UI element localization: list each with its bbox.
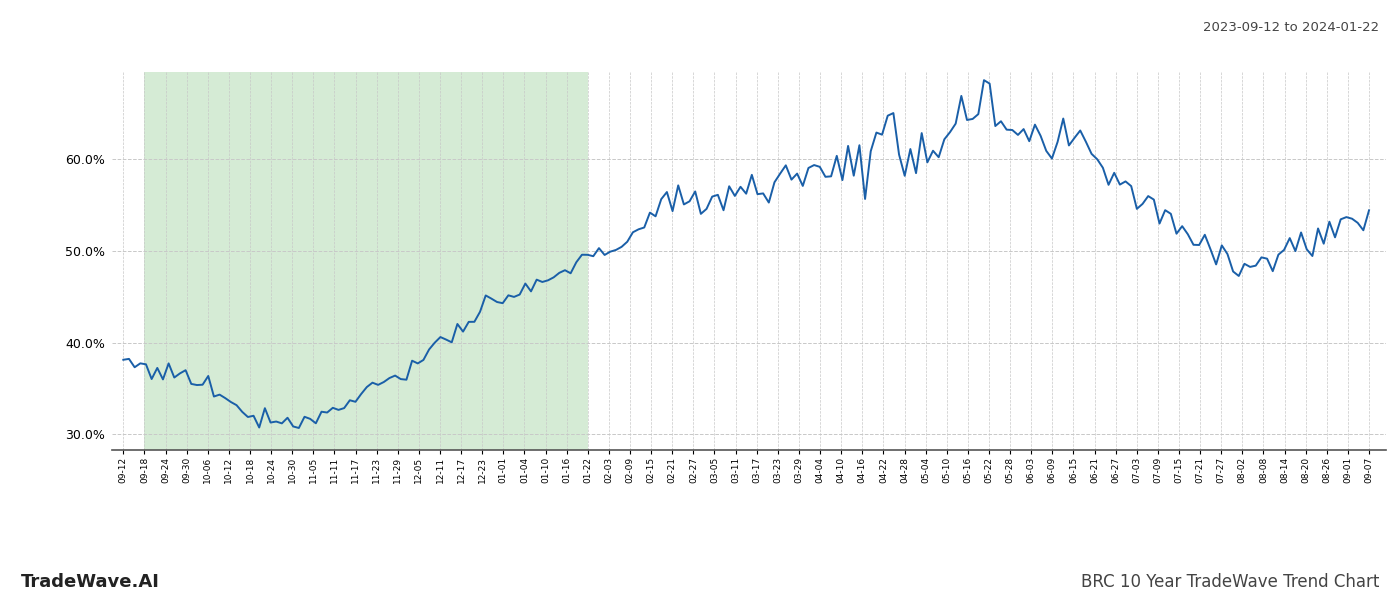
Bar [144,72,588,450]
Text: 2023-09-12 to 2024-01-22: 2023-09-12 to 2024-01-22 [1203,21,1379,34]
Text: BRC 10 Year TradeWave Trend Chart: BRC 10 Year TradeWave Trend Chart [1081,573,1379,591]
Text: TradeWave.AI: TradeWave.AI [21,573,160,591]
